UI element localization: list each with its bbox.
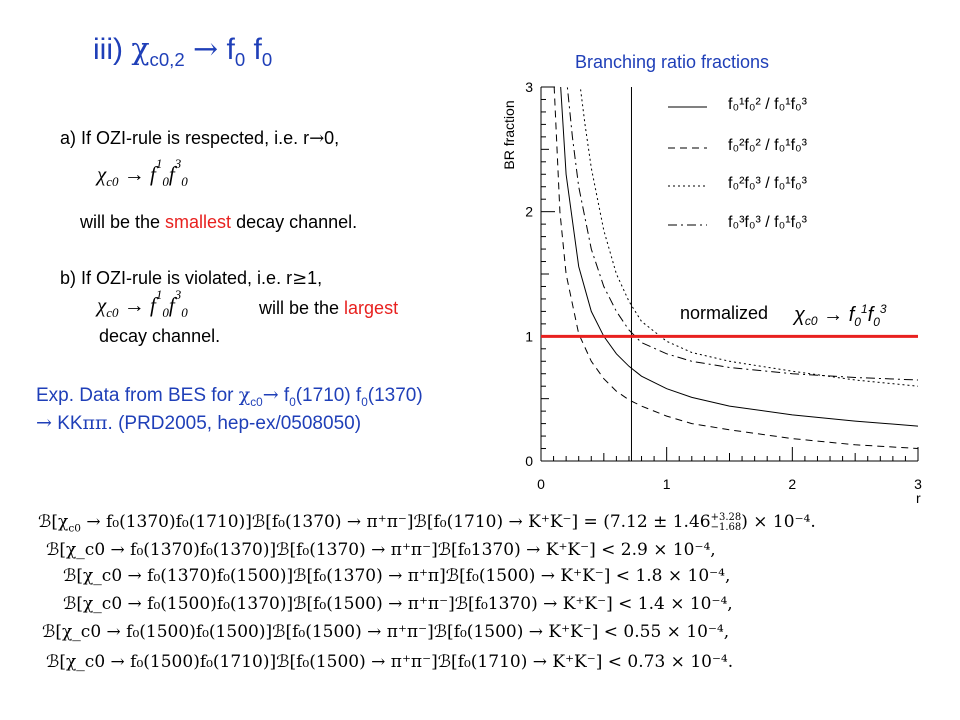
item-b-text: b) If OZI-rule is violated, i.e. r≥1, [60, 268, 322, 289]
slide-title: iii) χc0,2 → f0 f0 [93, 32, 273, 70]
exp-line2-a: KK [51, 413, 83, 434]
item-a-text-body: a) If OZI-rule is respected, i.e. r [60, 128, 310, 148]
item-b-ge: ≥ [292, 268, 308, 289]
normalized-label: normalized [680, 303, 768, 323]
result-1-lhs: ℬ[χ [38, 512, 69, 532]
series-line-4 [566, 87, 918, 381]
legend-label-1: f₀¹f₀² / f₀¹f₀³ [728, 96, 808, 113]
result-1-sub2: −1.68 [710, 521, 742, 533]
legend-label-3: f₀²f₀³ / f₀¹f₀³ [728, 175, 808, 192]
item-a-highlight: smallest [165, 212, 232, 232]
item-b-line3: decay channel. [99, 326, 221, 346]
result-1-end: ) × 10⁻⁴. [741, 512, 816, 532]
y-axis-label: BR fraction [501, 100, 517, 169]
exp-line1-c: (1710) f [295, 385, 362, 406]
legend-label-2: f₀²f₀² / f₀¹f₀³ [728, 137, 808, 154]
item-b-line2-before: will be the [259, 298, 345, 318]
title-prefix: iii) [93, 33, 132, 66]
title-f2-sub: 0 [261, 49, 273, 70]
title-chi: χ [131, 32, 150, 67]
y-tick-label: 1 [525, 328, 533, 344]
exp-line2-pipi: ππ [82, 412, 108, 434]
item-b-highlight: largest [344, 298, 399, 318]
item-a-tail: 0, [324, 128, 340, 148]
result-1-sup: +3.28 [710, 511, 742, 523]
item-a-formula: χc0 → f10f30 [97, 156, 188, 190]
legend-label-4: f₀³f₀³ / f₀¹f₀³ [728, 214, 808, 231]
title-f1-sub: 0 [234, 49, 246, 70]
exp-line1-d: (1370) [367, 385, 423, 406]
item-a-line2-after: decay channel. [231, 212, 358, 232]
item-b-line2: will be the largest [259, 298, 398, 319]
series-line-1 [560, 87, 918, 427]
exp-arrow: → [262, 384, 279, 406]
result-2: ℬ[χ_c0 → f₀(1370)f₀(1370)]ℬ[f₀(1370) → π… [46, 540, 716, 560]
x-tick-label: 2 [788, 476, 796, 492]
result-5: ℬ[χ_c0 → f₀(1500)f₀(1500)]ℬ[f₀(1500) → π… [42, 622, 730, 642]
item-b-tail: 1, [307, 268, 323, 288]
item-a-line2-before: will be the [80, 212, 166, 232]
x-axis-label: r [916, 490, 921, 506]
result-3: ℬ[χ_c0 → f₀(1370)f₀(1500)]ℬ[f₀(1370) → π… [63, 566, 731, 586]
item-a-line2: will be the smallest decay channel. [80, 212, 357, 233]
title-f2: f [253, 33, 262, 66]
exp-f-sub2: 0 [361, 395, 368, 409]
item-b-text-body: b) If OZI-rule is violated, i.e. r [60, 268, 293, 288]
exp-line1-b: f [278, 385, 290, 406]
exp-line1-a: Exp. Data from BES for [36, 385, 239, 406]
title-chi-sub: c0,2 [149, 49, 185, 70]
exp-note-line2: → KKππ. (PRD2005, hep-ex/0508050) [36, 412, 361, 435]
chart-title: Branching ratio fractions [575, 52, 769, 72]
series-line-3 [579, 87, 918, 387]
x-tick-label: 3 [914, 476, 922, 492]
normalized-formula: χc0 → f01f03 [792, 302, 887, 329]
exp-chi: χ [238, 384, 251, 406]
exp-chi-sub: c0 [250, 395, 263, 409]
item-b-formula: χc0 → f10f30 [97, 287, 188, 321]
exp-f-sub1: 0 [289, 395, 296, 409]
series-line-2 [553, 87, 918, 449]
result-1-sub: c0 [68, 522, 81, 535]
item-a-text: a) If OZI-rule is respected, i.e. r→0, [60, 128, 339, 149]
y-tick-label: 0 [525, 453, 533, 469]
exp-note-line1: Exp. Data from BES for χc0→ f0(1710) f0(… [36, 384, 423, 409]
result-4: ℬ[χ_c0 → f₀(1500)f₀(1370)]ℬ[f₀(1500) → π… [63, 594, 733, 614]
title-f1: f [226, 33, 235, 66]
result-1: ℬ[χc0 → f₀(1370)f₀(1710)]ℬ[f₀(1370) → π⁺… [38, 511, 816, 535]
exp-line2-arrow: → [36, 412, 52, 434]
y-tick-label: 3 [525, 79, 533, 95]
item-a-arrow: → [309, 128, 325, 149]
x-tick-label: 1 [663, 476, 671, 492]
result-1-mid: → f₀(1370)f₀(1710)]ℬ[f₀(1370) → π⁺π⁻]ℬ[f… [80, 512, 711, 532]
result-6: ℬ[χ_c0 → f₀(1500)f₀(1710)]ℬ[f₀(1500) → π… [46, 652, 734, 672]
y-tick-label: 2 [525, 204, 533, 220]
x-tick-label: 0 [537, 476, 545, 492]
title-arrow: → [193, 32, 219, 67]
exp-line2-b: . (PRD2005, hep-ex/0508050) [107, 413, 362, 434]
